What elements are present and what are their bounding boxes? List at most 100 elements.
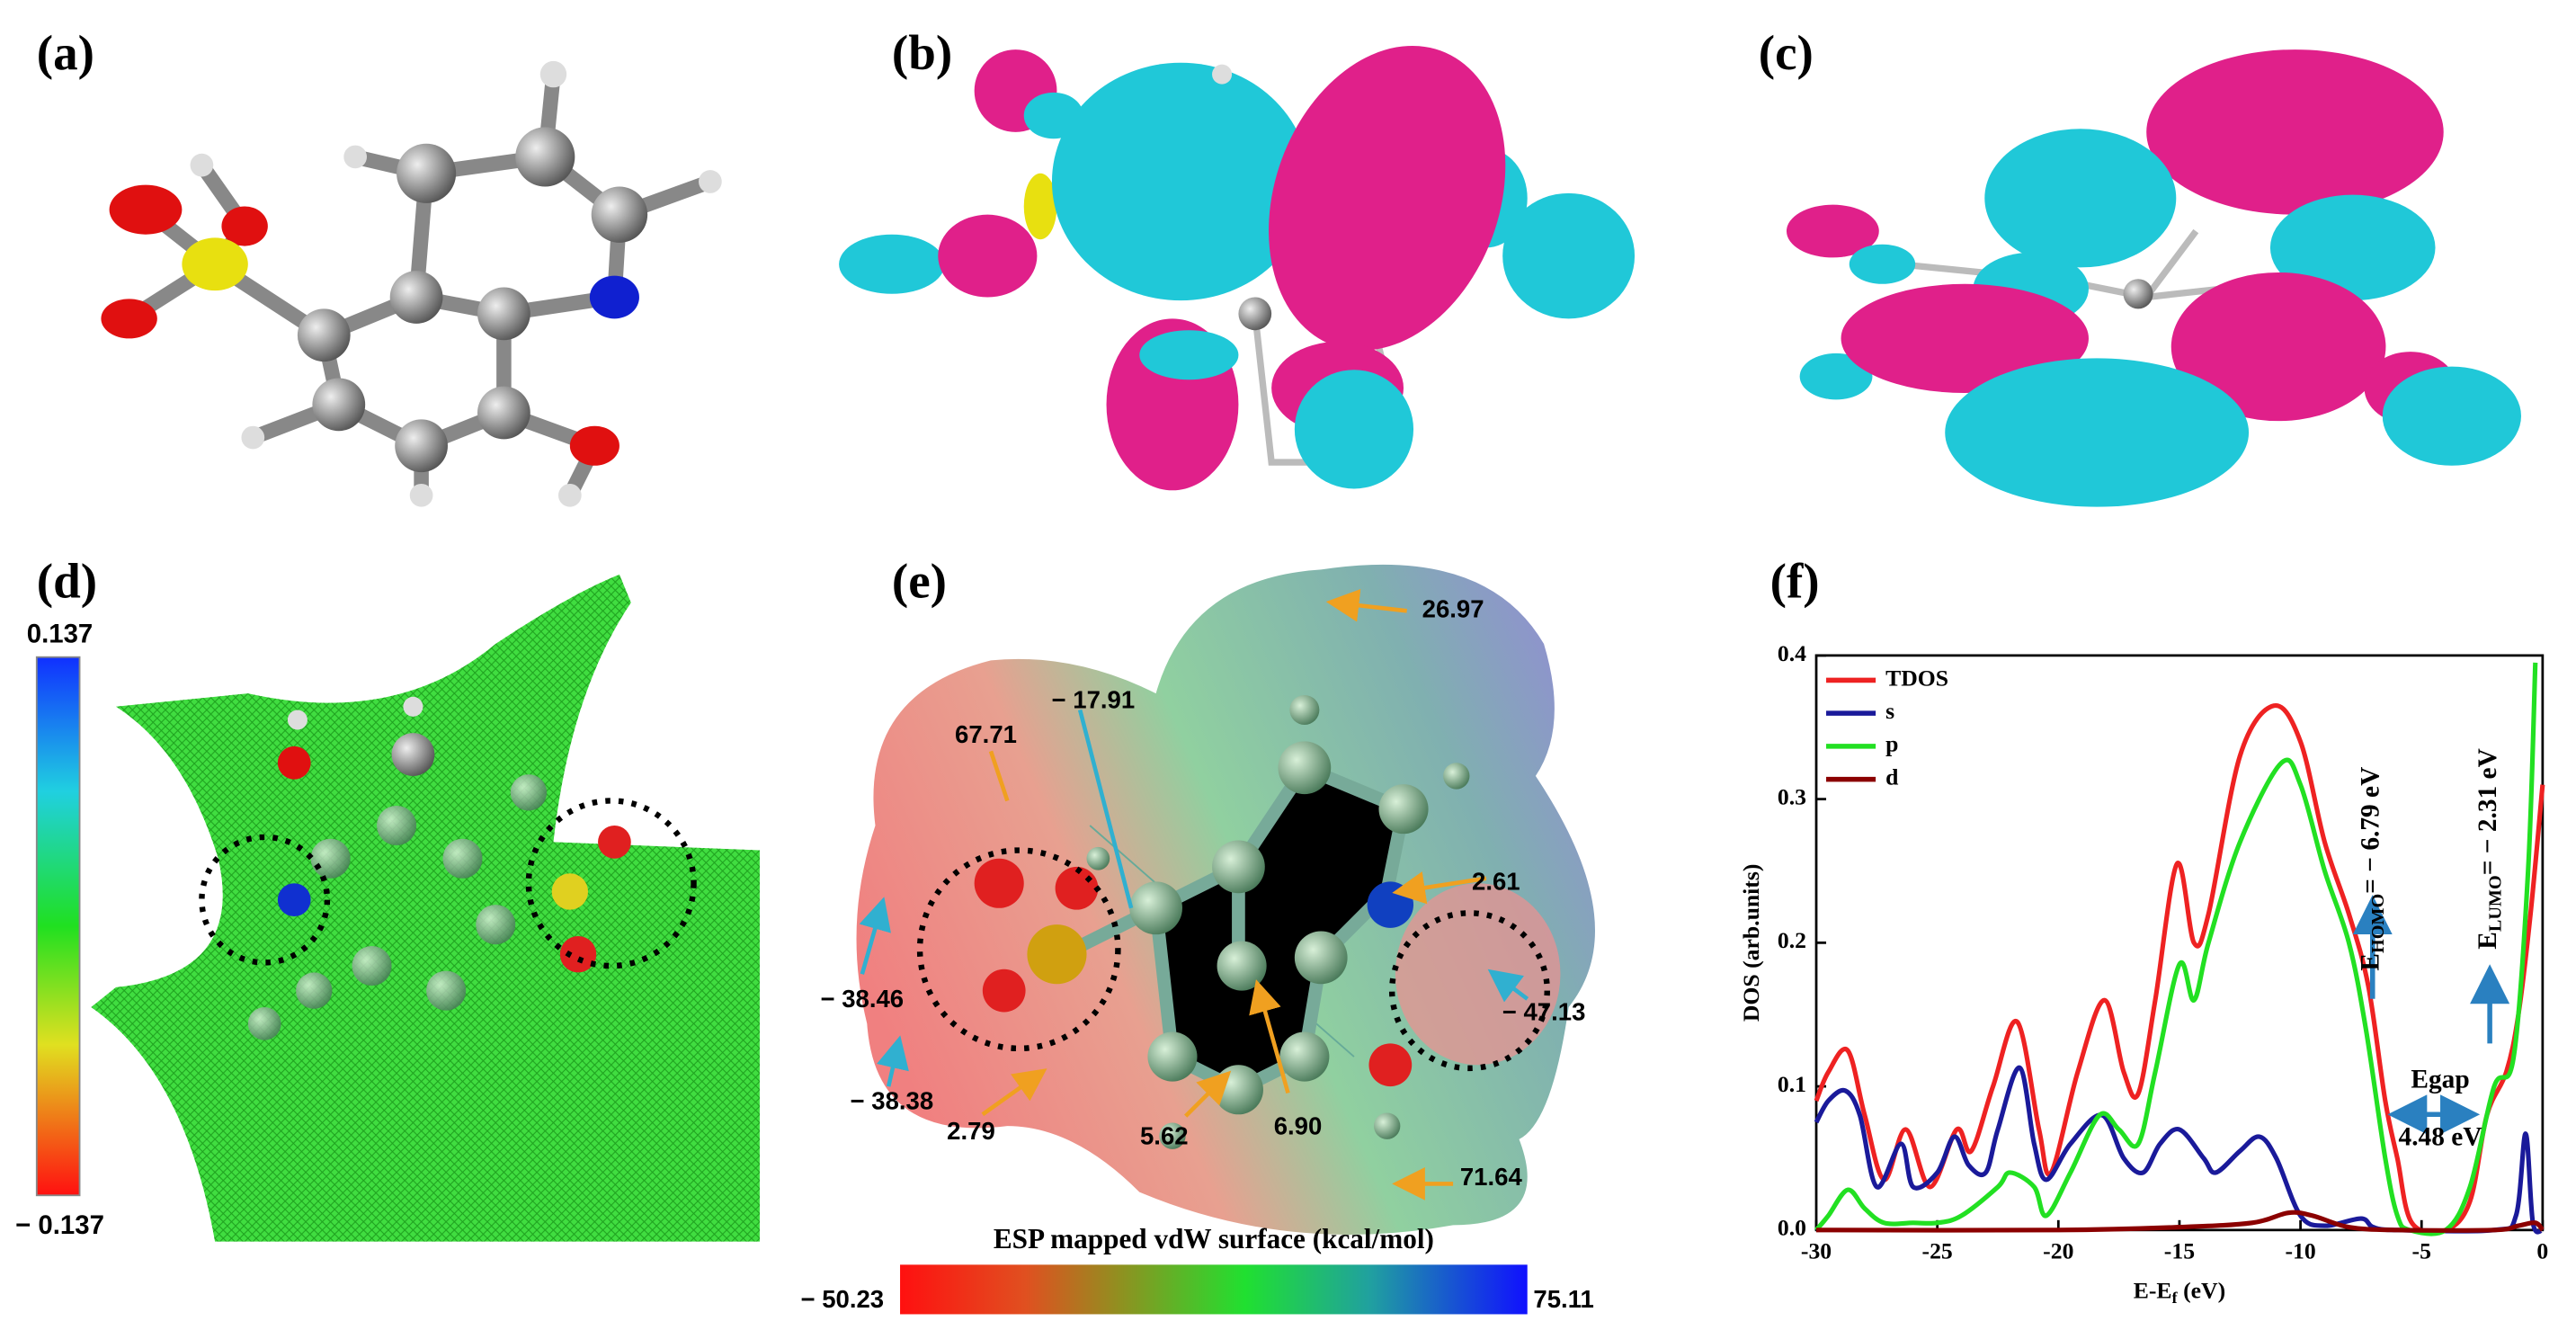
- esp-value: 2.61: [1472, 868, 1520, 896]
- shape: [1325, 589, 1407, 622]
- energy-label: EHOMO= − 6.79 eV: [2356, 767, 2387, 971]
- shape: [1159, 1122, 1186, 1149]
- shape: [1294, 370, 1414, 489]
- shape: [352, 946, 392, 986]
- esp-value: 2.79: [947, 1117, 995, 1145]
- shape: [1392, 871, 1487, 905]
- colorbar-label: 0.137: [27, 620, 93, 649]
- shape: [877, 1035, 909, 1087]
- shape: [277, 745, 311, 780]
- shape: [551, 873, 589, 910]
- shape: [389, 271, 443, 324]
- panel-d: 0.137 − 0.137: [15, 574, 760, 1242]
- shape: [296, 972, 333, 1009]
- shape: [1294, 931, 1348, 985]
- shape: [101, 299, 157, 339]
- shape: [525, 798, 697, 969]
- shape: [1443, 763, 1470, 790]
- y-tick-label: 0.4: [1778, 640, 1806, 666]
- shape: [190, 153, 214, 177]
- shape: [982, 969, 1026, 1013]
- shape: [1086, 694, 1470, 1149]
- esp-value: − 17.91: [1052, 686, 1136, 714]
- shape: [699, 170, 722, 193]
- shape: [515, 127, 575, 187]
- energy-label-part: = − 2.31 eV: [2473, 748, 2502, 875]
- esp-value: − 47.13: [1502, 998, 1586, 1026]
- esp-value: 67.71: [955, 720, 1017, 748]
- shape: [1388, 910, 1550, 1072]
- shape: [1373, 1112, 1401, 1139]
- panel-label: (c): [1759, 25, 1814, 80]
- shape: [109, 184, 183, 235]
- energy-label-part: HOMO: [2368, 894, 2388, 953]
- shape: [199, 834, 331, 966]
- shape: [277, 883, 311, 916]
- shape: [859, 709, 1529, 1087]
- shape: [241, 425, 265, 450]
- panel-label: (b): [892, 25, 952, 80]
- x-axis-label-part: E-E: [2134, 1277, 2172, 1303]
- shape: 26.97 67.71 − 17.91 2.61 − 38.46 − 38.38…: [820, 595, 1585, 1192]
- shape: [397, 143, 457, 203]
- colorbar-title: ESP mapped vdW surface (kcal/mol): [994, 1223, 1434, 1254]
- esp-value: 71.64: [1460, 1163, 1523, 1191]
- shape: [1139, 330, 1239, 380]
- shape: [1238, 297, 1272, 331]
- energy-label-part: E: [2356, 953, 2384, 971]
- x-tick-label: -25: [1922, 1237, 1953, 1263]
- shape: [442, 838, 483, 879]
- shape: [598, 826, 631, 859]
- shape: [91, 574, 760, 1242]
- shape: [1984, 129, 2177, 268]
- shape: [1249, 979, 1290, 1094]
- shape: [591, 186, 648, 243]
- x-axis-label: E-Ef (eV): [2134, 1277, 2225, 1307]
- shape: [1217, 941, 1267, 991]
- x-tick-label: -5: [2412, 1237, 2431, 1263]
- shape: [2146, 49, 2444, 215]
- shape: [1786, 204, 1879, 258]
- x-tick-label: 0: [2536, 1237, 2548, 1263]
- shape: [1395, 883, 1561, 1066]
- x-tick-label: -10: [2285, 1237, 2315, 1263]
- x-tick-label: -20: [2043, 1237, 2073, 1263]
- x-tick-label: -30: [1801, 1237, 1832, 1263]
- shape: [1278, 741, 1332, 795]
- legend-label: s: [1885, 698, 1894, 724]
- shape: [981, 589, 1487, 1201]
- shape: [1184, 1070, 1232, 1118]
- esp-value: − 38.38: [851, 1087, 934, 1115]
- shape: [1368, 1043, 1413, 1087]
- shape: [1129, 881, 1182, 935]
- shape: [2170, 272, 2386, 422]
- shape: [343, 145, 368, 169]
- shape: [839, 234, 945, 294]
- shape: [1213, 1065, 1263, 1115]
- shape: [395, 419, 448, 473]
- y-axis-label: DOS (arb.units): [1738, 864, 1764, 1022]
- energy-label-part: = − 6.79 eV: [2356, 767, 2384, 894]
- y-tick-label: 0.2: [1778, 927, 1806, 953]
- shape: [101, 60, 722, 507]
- legend-label: d: [1885, 763, 1898, 790]
- colorbar-label: − 50.23: [800, 1285, 884, 1313]
- shape: [974, 858, 1024, 908]
- shape: [557, 483, 582, 507]
- gap-label: Egap: [2411, 1065, 2469, 1094]
- panel-label: (e): [892, 553, 947, 608]
- shape: [377, 805, 417, 846]
- shape: [1289, 694, 1320, 726]
- shape: [1077, 709, 1134, 909]
- shape: [1378, 784, 1429, 835]
- shape: [1051, 62, 1310, 301]
- shape: [938, 214, 1038, 298]
- shape: [539, 60, 567, 88]
- esp-value: − 38.46: [820, 985, 904, 1013]
- energy-label-part: LUMO: [2485, 875, 2505, 932]
- energy-label-part: E: [2473, 932, 2502, 950]
- shape: [409, 483, 433, 507]
- shape: [2269, 194, 2436, 301]
- gap-value: 4.48 eV: [2399, 1123, 2482, 1152]
